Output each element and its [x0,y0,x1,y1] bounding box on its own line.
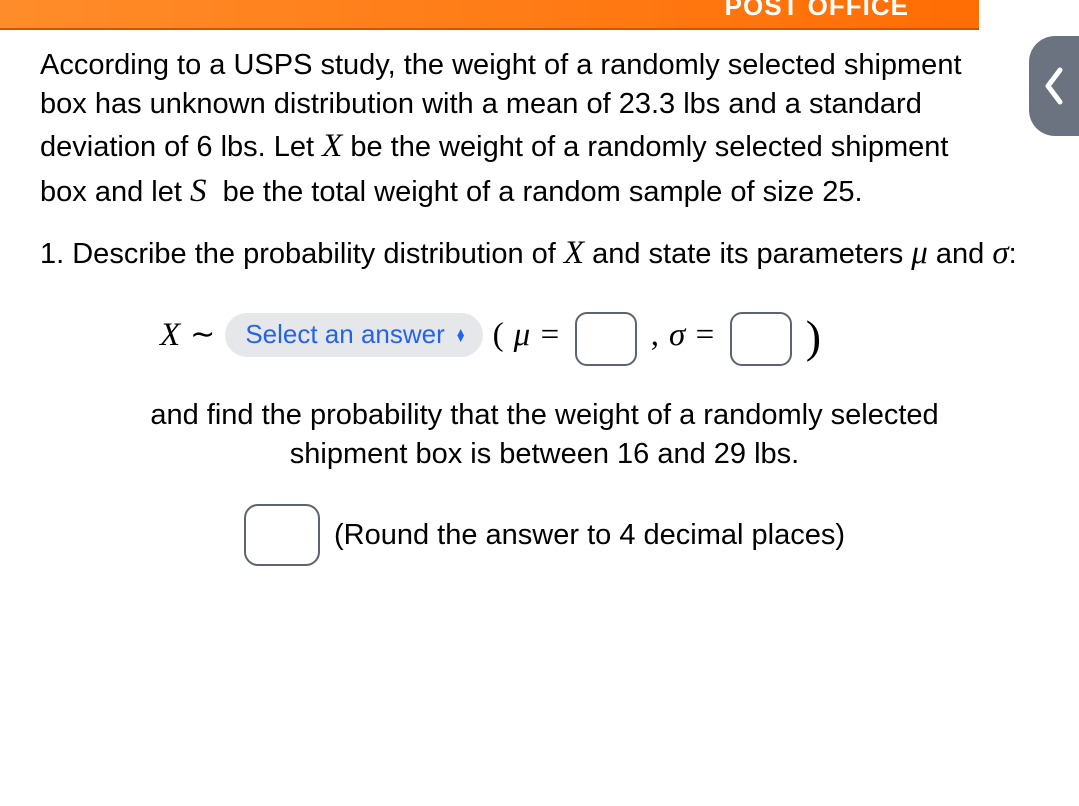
expand-tab[interactable] [1029,36,1079,136]
mu-eq: μ = [514,313,561,358]
answer-row: (Round the answer to 4 decimal places) [40,504,1049,566]
banner-crop [979,0,1079,30]
sigma-eq: σ = [669,313,716,358]
var-s: S [190,173,207,209]
intro-text-3: be the total weight of a random sample o… [215,176,863,208]
eq-x: X [160,313,180,358]
probability-input[interactable] [244,504,320,566]
sigma-input[interactable] [730,312,792,366]
q1-mu: μ [911,235,928,271]
content: According to a USPS study, the weight of… [0,30,1079,566]
q1-prefix: 1. Describe the probability distribution… [40,238,564,270]
q1-and: and [928,238,993,270]
close-paren: ) [806,306,821,368]
problem-intro: According to a USPS study, the weight of… [40,46,1049,213]
q1-colon: : [1009,238,1017,270]
distribution-select[interactable]: Select an answer ▲▼ [225,313,482,356]
eq-tilde: ∼ [190,315,215,356]
mu-input[interactable] [575,312,637,366]
comma: , [651,313,659,358]
followup-text: and find the probability that the weight… [40,396,1049,474]
q1-suffix: and state its parameters [584,238,911,270]
select-label: Select an answer [245,317,444,352]
banner: POST OFFICE [0,0,1079,30]
banner-text: POST OFFICE [725,0,909,16]
round-note: (Round the answer to 4 decimal places) [334,516,845,555]
chevron-left-icon [1042,66,1066,106]
open-paren: ( [493,313,504,358]
q1-sigma: σ [992,235,1008,271]
q1-var-x: X [564,235,584,271]
updown-icon: ▲▼ [455,329,467,341]
question-1: 1. Describe the probability distribution… [40,231,1049,276]
equation-line: X ∼ Select an answer ▲▼ ( μ = , σ = ) [40,304,1049,366]
var-x: X [322,128,342,164]
